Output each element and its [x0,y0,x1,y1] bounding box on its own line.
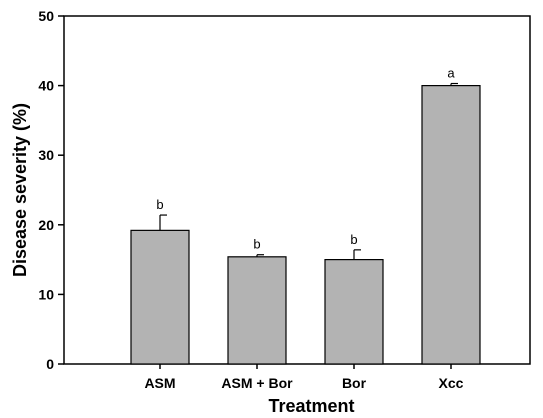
bar [421,84,481,365]
y-tick-label: 10 [38,286,54,302]
x-category-label: ASM [144,375,175,391]
bar [130,229,190,365]
y-tick-label: 50 [38,8,54,24]
y-tick-label: 30 [38,147,54,163]
y-tick-label: 0 [46,356,54,372]
y-axis-ticks: 0 10 20 30 40 50 [38,8,64,372]
bar [227,256,287,365]
significance-label: a [447,66,455,81]
plot-border [63,15,531,365]
x-axis-title: Treatment [268,396,354,416]
x-category-label: Xcc [439,375,464,391]
significance-label: b [156,197,163,212]
x-category-label: ASM + Bor [221,375,293,391]
y-tick-label: 40 [38,78,54,94]
x-axis-category-labels: ASM ASM + Bor Bor Xcc [144,364,464,391]
significance-label: b [350,232,357,247]
y-axis-title: Disease severity (%) [10,103,30,277]
bar [324,259,384,365]
x-category-label: Bor [342,375,367,391]
significance-label: b [253,237,260,252]
plot-frame [63,15,531,365]
y-tick-label: 20 [38,217,54,233]
bars: b b b a [130,66,481,365]
